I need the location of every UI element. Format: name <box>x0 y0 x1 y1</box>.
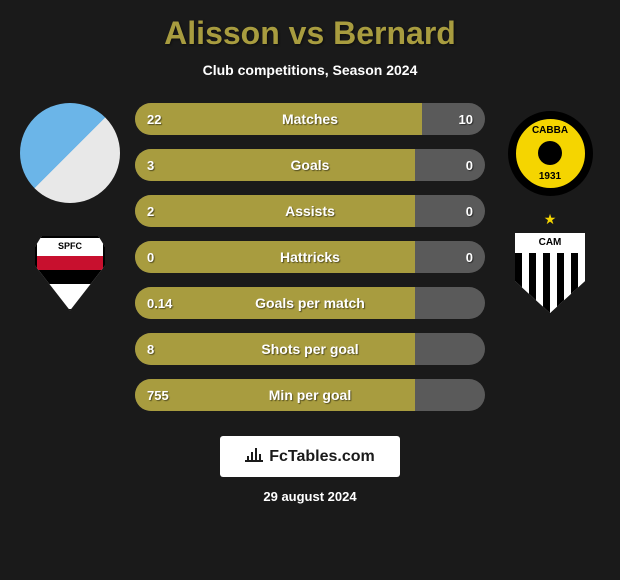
footer: FcTables.com 29 august 2024 <box>220 436 400 504</box>
comparison-area: SPFC 22Matches103Goals02Assists00Hattric… <box>0 103 620 411</box>
season-subtitle: Club competitions, Season 2024 <box>203 62 418 78</box>
cam-stripes <box>515 253 585 313</box>
stat-row: 8Shots per goal <box>135 333 485 365</box>
player-left-avatar <box>20 103 120 203</box>
stat-row: 0.14Goals per match <box>135 287 485 319</box>
stat-value-right: 0 <box>466 158 473 173</box>
club-right-badge-bottom: ★ CAM <box>500 223 600 323</box>
stat-row: 2Assists0 <box>135 195 485 227</box>
stat-label: Goals <box>135 157 485 173</box>
cabba-abbr: CABBA <box>532 125 568 136</box>
spfc-stripe-red <box>37 256 103 270</box>
spfc-stripe-black <box>37 270 103 284</box>
spfc-abbr: SPFC <box>37 241 103 251</box>
cabba-shield-icon: CABBA 1931 <box>508 111 593 196</box>
stat-row: 0Hattricks0 <box>135 241 485 273</box>
stat-label: Shots per goal <box>135 341 485 357</box>
cam-shield-icon: CAM <box>515 233 585 313</box>
stat-value-right: 10 <box>459 112 473 127</box>
stat-label: Matches <box>135 111 485 127</box>
stat-row: 3Goals0 <box>135 149 485 181</box>
club-right-badge-top: CABBA 1931 <box>500 103 600 203</box>
stat-value-right: 0 <box>466 204 473 219</box>
club-left-badge: SPFC <box>20 223 120 323</box>
stat-row: 755Min per goal <box>135 379 485 411</box>
left-badges-column: SPFC <box>10 103 130 323</box>
stat-label: Min per goal <box>135 387 485 403</box>
stats-bars: 22Matches103Goals02Assists00Hattricks00.… <box>130 103 490 411</box>
right-badges-column: CABBA 1931 ★ CAM <box>490 103 610 323</box>
stat-label: Hattricks <box>135 249 485 265</box>
spfc-shield-icon: SPFC <box>35 236 105 311</box>
stat-label: Goals per match <box>135 295 485 311</box>
stat-label: Assists <box>135 203 485 219</box>
attribution-box: FcTables.com <box>220 436 400 477</box>
stat-row: 22Matches10 <box>135 103 485 135</box>
cabba-year: 1931 <box>539 171 561 182</box>
comparison-card: Alisson vs Bernard Club competitions, Se… <box>0 0 620 580</box>
chart-icon <box>245 446 263 467</box>
cabba-ball-icon <box>538 141 562 165</box>
attribution-text: FcTables.com <box>269 448 375 466</box>
page-title: Alisson vs Bernard <box>164 15 456 52</box>
cam-star-icon: ★ <box>544 211 557 228</box>
cam-abbr: CAM <box>515 237 585 248</box>
date-label: 29 august 2024 <box>263 489 356 504</box>
stat-value-right: 0 <box>466 250 473 265</box>
